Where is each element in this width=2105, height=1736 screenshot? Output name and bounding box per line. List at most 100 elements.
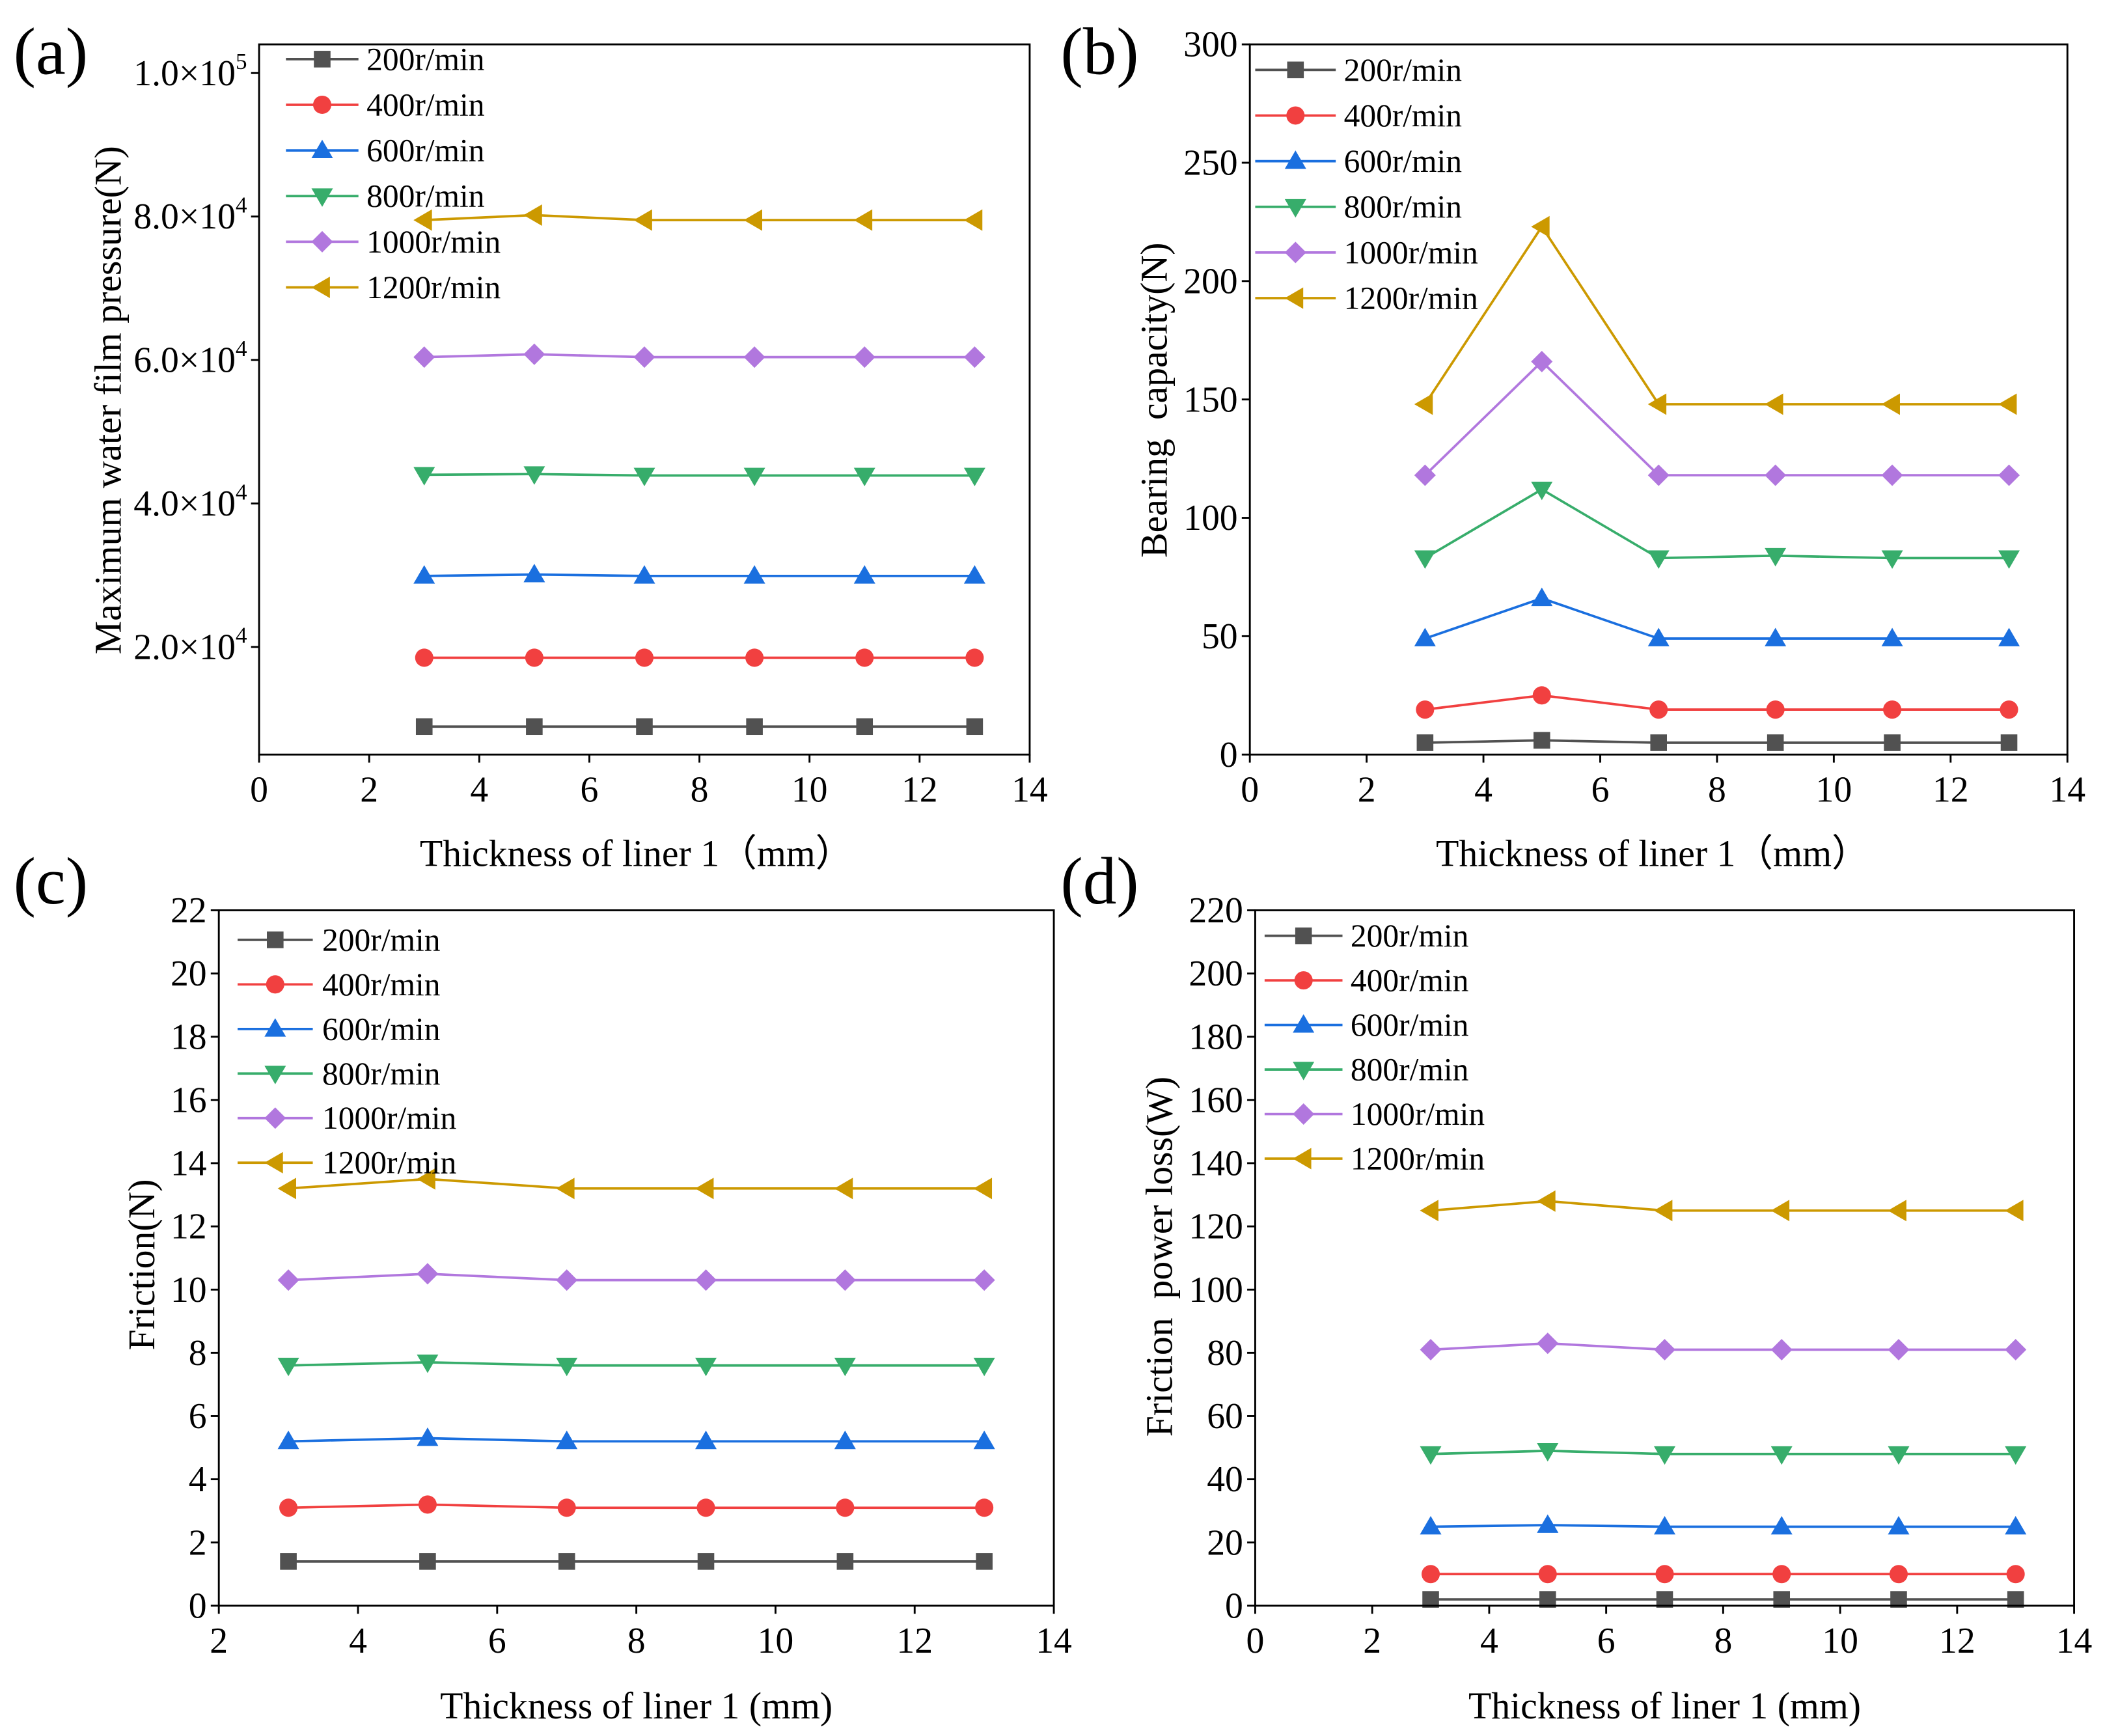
legend-marker xyxy=(264,1107,286,1129)
series-600r-min-marker xyxy=(633,565,655,584)
series-600r-min-marker xyxy=(413,565,435,584)
series-200r-min-line xyxy=(1425,739,2009,744)
y-axis: 0 2 4 6 8 10 12 14 16 18 20 22 xyxy=(171,890,219,1626)
series-1000r-min-marker xyxy=(1770,1338,1793,1360)
y-tick-label: 140 xyxy=(1189,1144,1243,1184)
x-tick-label: 2 xyxy=(360,769,378,810)
series-200r-min-marker xyxy=(2000,734,2018,751)
y-axis-label: Bearing capacity(N) xyxy=(1134,243,1175,558)
series-800r-min-marker xyxy=(853,467,875,487)
legend-label: 800r/min xyxy=(366,178,485,214)
plot-frame xyxy=(258,43,1031,756)
legend-marker xyxy=(1293,1062,1315,1081)
series-800r-min-marker xyxy=(1998,550,2020,569)
data-series xyxy=(413,204,985,736)
y-tick-label: 10 xyxy=(171,1270,207,1310)
series-800r-min-marker xyxy=(523,466,545,485)
y-axis-label: Friction power loss(W) xyxy=(1140,1077,1181,1437)
series-600r-min-marker xyxy=(853,565,875,584)
series-1000r-min-line xyxy=(1424,360,2009,476)
series-1200r-min-marker xyxy=(834,1178,853,1200)
x-axis: 0 2 4 6 8 10 12 14 xyxy=(250,754,1048,810)
series-1200r-min-marker xyxy=(1998,393,2017,415)
legend-marker xyxy=(1293,1014,1315,1033)
series-600r-min-marker xyxy=(2005,1515,2027,1535)
y-tick-label: 150 xyxy=(1183,379,1238,420)
series-600r-min-marker xyxy=(556,1430,578,1450)
x-tick-label: 14 xyxy=(1011,769,1048,810)
y-axis-label: Friction(N) xyxy=(122,1179,163,1350)
series-400r-min-marker xyxy=(1655,1565,1674,1584)
series-1200r-min-marker xyxy=(1888,1200,1906,1222)
y-tick-exponent: 4 xyxy=(236,336,247,361)
legend-entry-200r-min: 200r/min xyxy=(238,922,441,958)
x-tick-label: 0 xyxy=(250,769,268,810)
legend-label: 1000r/min xyxy=(322,1100,456,1136)
legend-label: 1200r/min xyxy=(366,269,501,305)
legend-entry-600r-min: 600r/min xyxy=(1255,143,1462,179)
series-800r-min-marker xyxy=(963,467,985,487)
series-1200r-min-marker xyxy=(1881,393,1900,415)
series-800r-min-marker xyxy=(1537,1443,1559,1462)
series-1200r-min-marker xyxy=(1531,215,1550,238)
legend-label: 1200r/min xyxy=(322,1145,456,1181)
x-tick-label: 2 xyxy=(1363,1621,1381,1661)
legend-entry-400r-min: 400r/min xyxy=(286,87,485,122)
x-tick-label: 12 xyxy=(1933,769,1969,810)
series-1000r-min-marker xyxy=(1765,464,1787,486)
series-200r-min-marker xyxy=(419,1553,436,1570)
series-1000r-min-marker xyxy=(633,346,655,368)
x-tick-label: 12 xyxy=(901,769,938,810)
series-800r-min-line xyxy=(288,1361,985,1367)
x-axis-label: Thickness of liner 1 (mm) xyxy=(1468,1686,1861,1727)
legend-entry-400r-min: 400r/min xyxy=(1264,963,1468,999)
x-tick-label: 8 xyxy=(1708,769,1726,810)
y-tick-label: 4.0×104 xyxy=(133,479,247,524)
legend-label: 400r/min xyxy=(366,87,485,122)
legend-marker xyxy=(1284,287,1304,309)
y-tick-label: 100 xyxy=(1189,1270,1243,1310)
plot-frame xyxy=(1248,43,2069,756)
y-axis-label: Maximum water film pressure(N) xyxy=(89,146,130,654)
series-600r-min-marker xyxy=(743,565,765,584)
legend-marker xyxy=(264,1018,286,1037)
x-axis: 0 2 4 6 8 10 12 14 xyxy=(1246,1605,2092,1661)
x-tick-label: 2 xyxy=(210,1621,228,1661)
y-tick-mantissa: 2.0×10 xyxy=(133,627,236,667)
legend-entry-1200r-min: 1200r/min xyxy=(286,269,501,305)
series-1200r-min-marker xyxy=(853,209,873,231)
y-tick-label: 8.0×104 xyxy=(133,192,247,237)
legend-marker xyxy=(312,95,332,114)
series-200r-min-marker xyxy=(1884,734,1901,751)
series-400r-min-marker xyxy=(1772,1565,1791,1584)
series-600r-min-marker xyxy=(973,1430,995,1450)
x-tick-label: 6 xyxy=(488,1621,506,1661)
legend-marker xyxy=(267,931,284,948)
series-600r-min-line xyxy=(1424,597,2009,640)
series-200r-min-marker xyxy=(1416,734,1434,751)
series-400r-min-marker xyxy=(1649,700,1668,719)
series-600r-min-line xyxy=(288,1437,985,1443)
series-1200r-min-marker xyxy=(1420,1200,1438,1222)
y-tick-label: 12 xyxy=(171,1207,207,1247)
series-600r-min-marker xyxy=(1531,587,1553,607)
x-tick-label: 4 xyxy=(1480,1621,1498,1661)
y-tick-label: 100 xyxy=(1183,498,1238,538)
legend-entry-1200r-min: 1200r/min xyxy=(238,1145,456,1181)
y-tick-label: 250 xyxy=(1183,143,1238,184)
series-1000r-min-marker xyxy=(1881,464,1903,486)
legend-entry-1000r-min: 1000r/min xyxy=(286,224,501,260)
legend-label: 800r/min xyxy=(1344,189,1463,225)
series-800r-min-marker xyxy=(973,1357,995,1377)
y-tick-label: 0 xyxy=(1220,735,1238,775)
series-200r-min-marker xyxy=(836,1553,854,1570)
series-1200r-min-marker xyxy=(743,209,763,231)
legend-label: 1200r/min xyxy=(1344,280,1478,316)
series-800r-min-marker xyxy=(1420,1446,1442,1465)
y-tick-label: 4 xyxy=(189,1459,207,1500)
series-200r-min-marker xyxy=(558,1553,575,1570)
panel-c: (c)2 4 6 8 10 12 140246810121416182022Thicknes… xyxy=(14,844,1072,1727)
series-1200r-min-line xyxy=(288,1178,985,1190)
